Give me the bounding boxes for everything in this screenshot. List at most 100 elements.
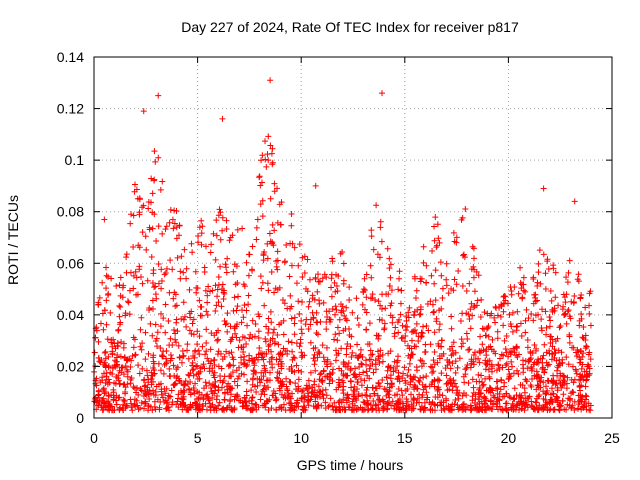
data-point	[565, 361, 572, 368]
data-point	[146, 395, 153, 402]
data-point	[586, 310, 593, 317]
data-point	[520, 281, 527, 288]
data-point	[429, 364, 436, 371]
y-tick-label: 0.02	[57, 358, 84, 374]
data-point	[145, 350, 152, 357]
data-point	[309, 309, 316, 316]
data-point	[439, 285, 446, 292]
data-point	[584, 363, 591, 370]
data-point	[464, 362, 471, 369]
data-point	[103, 404, 110, 411]
data-point	[162, 269, 169, 276]
data-point	[190, 316, 197, 323]
data-point	[434, 376, 441, 383]
data-point	[151, 148, 158, 155]
data-point	[189, 320, 196, 327]
data-point	[238, 319, 245, 326]
data-point	[140, 377, 147, 384]
data-point	[524, 337, 531, 344]
data-point	[579, 353, 586, 360]
data-point	[485, 366, 492, 373]
data-point	[419, 330, 426, 337]
data-point	[131, 188, 138, 195]
data-point	[487, 343, 494, 350]
data-point	[402, 377, 409, 384]
data-point	[374, 348, 381, 355]
data-point	[535, 269, 542, 276]
data-point	[544, 258, 551, 265]
data-point	[196, 389, 203, 396]
data-point	[205, 395, 212, 402]
data-point	[543, 389, 550, 396]
data-point	[476, 348, 483, 355]
data-point	[219, 281, 226, 288]
data-point	[262, 404, 269, 411]
data-point	[407, 378, 414, 385]
data-point	[260, 373, 267, 380]
data-point	[298, 349, 305, 356]
data-point	[301, 392, 308, 399]
data-point	[293, 362, 300, 369]
data-point	[117, 274, 124, 281]
data-point	[139, 204, 146, 211]
data-point	[478, 372, 485, 379]
data-point	[531, 341, 538, 348]
data-point	[586, 302, 593, 309]
data-point	[363, 387, 370, 394]
data-point	[323, 274, 330, 281]
data-point	[195, 406, 202, 413]
data-point	[132, 268, 139, 275]
data-point	[566, 339, 573, 346]
data-point	[535, 260, 542, 267]
data-point	[312, 275, 319, 282]
data-point	[505, 366, 512, 373]
data-point	[116, 313, 123, 320]
data-point	[207, 385, 214, 392]
data-point	[287, 305, 294, 312]
data-point	[549, 351, 556, 358]
data-point	[466, 346, 473, 353]
data-point	[186, 286, 193, 293]
data-point	[208, 404, 215, 411]
data-point	[406, 304, 413, 311]
data-point	[257, 182, 264, 189]
data-point	[167, 352, 174, 359]
data-point	[223, 225, 230, 232]
data-point	[284, 387, 291, 394]
data-point	[453, 234, 460, 241]
data-point	[217, 377, 224, 384]
data-point	[195, 239, 202, 246]
data-point	[499, 393, 506, 400]
data-point	[413, 399, 420, 406]
y-tick-label: 0.08	[57, 204, 84, 220]
data-point	[100, 326, 107, 333]
data-point	[231, 261, 238, 268]
data-point	[544, 406, 551, 413]
data-point	[460, 252, 467, 259]
data-point	[376, 254, 383, 261]
data-point	[397, 311, 404, 318]
data-point	[521, 389, 528, 396]
data-point	[99, 310, 106, 317]
data-point	[163, 355, 170, 362]
data-point	[129, 407, 136, 414]
data-point	[430, 357, 437, 364]
data-point	[381, 320, 388, 327]
data-point	[169, 401, 176, 408]
data-point	[313, 330, 320, 337]
data-point	[177, 275, 184, 282]
data-point	[324, 363, 331, 370]
data-point	[165, 318, 172, 325]
data-point	[305, 325, 312, 332]
data-point	[171, 289, 178, 296]
data-point	[405, 366, 412, 373]
data-point	[278, 383, 285, 390]
data-point	[445, 290, 452, 297]
data-point	[108, 337, 115, 344]
data-point	[178, 359, 185, 366]
data-point	[412, 374, 419, 381]
data-point	[357, 351, 364, 358]
data-point	[485, 333, 492, 340]
data-point	[234, 279, 241, 286]
data-point	[180, 299, 187, 306]
